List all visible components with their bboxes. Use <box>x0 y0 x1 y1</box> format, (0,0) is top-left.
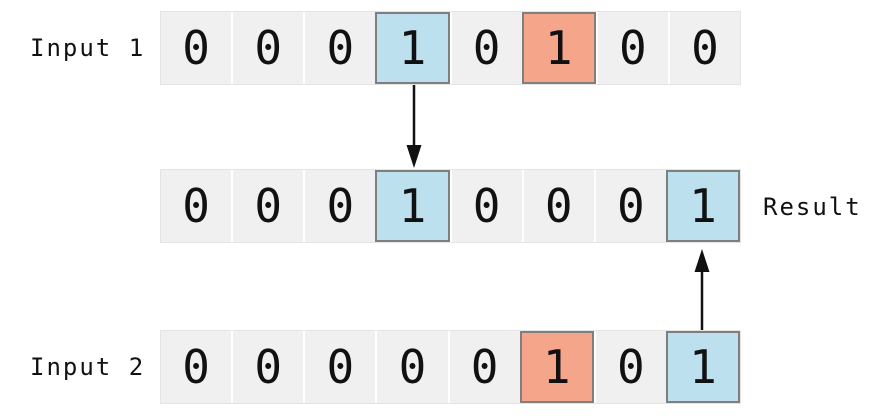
input1-bit-row: 0 0 0 1 0 1 0 0 <box>160 11 741 85</box>
input2-cell-1: 0 <box>161 331 232 403</box>
arrow-input1-to-result <box>406 85 422 168</box>
input2-cell-6: 1 <box>519 331 594 403</box>
input1-cell-7: 0 <box>595 12 668 84</box>
result-cell-1: 0 <box>161 170 232 242</box>
input1-cell-5: 0 <box>449 12 522 84</box>
input2-cell-3: 0 <box>303 331 376 403</box>
result-cell-2: 0 <box>231 170 304 242</box>
result-bit-row: 0 0 0 1 0 0 0 1 <box>160 169 741 243</box>
result-cell-3: 0 <box>303 170 376 242</box>
input1-label: Input 1 <box>30 34 146 62</box>
input1-cell-6: 1 <box>521 12 596 84</box>
result-cell-4: 1 <box>375 170 450 242</box>
result-cell-7: 0 <box>593 170 666 242</box>
input2-label: Input 2 <box>30 353 146 381</box>
input1-cell-8: 0 <box>667 12 740 84</box>
input1-cell-4: 1 <box>375 12 450 84</box>
input2-cell-8: 1 <box>665 331 740 403</box>
input2-cell-4: 0 <box>375 331 448 403</box>
arrow-input2-to-result <box>694 249 710 330</box>
input1-cell-1: 0 <box>161 12 232 84</box>
input2-bit-row: 0 0 0 0 0 1 0 1 <box>160 330 741 404</box>
result-cell-6: 0 <box>521 170 594 242</box>
input1-cell-3: 0 <box>303 12 376 84</box>
result-cell-8: 1 <box>665 170 740 242</box>
input1-cell-2: 0 <box>231 12 304 84</box>
input2-cell-5: 0 <box>447 331 520 403</box>
input2-cell-7: 0 <box>593 331 666 403</box>
result-cell-5: 0 <box>449 170 522 242</box>
input2-cell-2: 0 <box>231 331 304 403</box>
result-label: Result <box>763 193 862 221</box>
